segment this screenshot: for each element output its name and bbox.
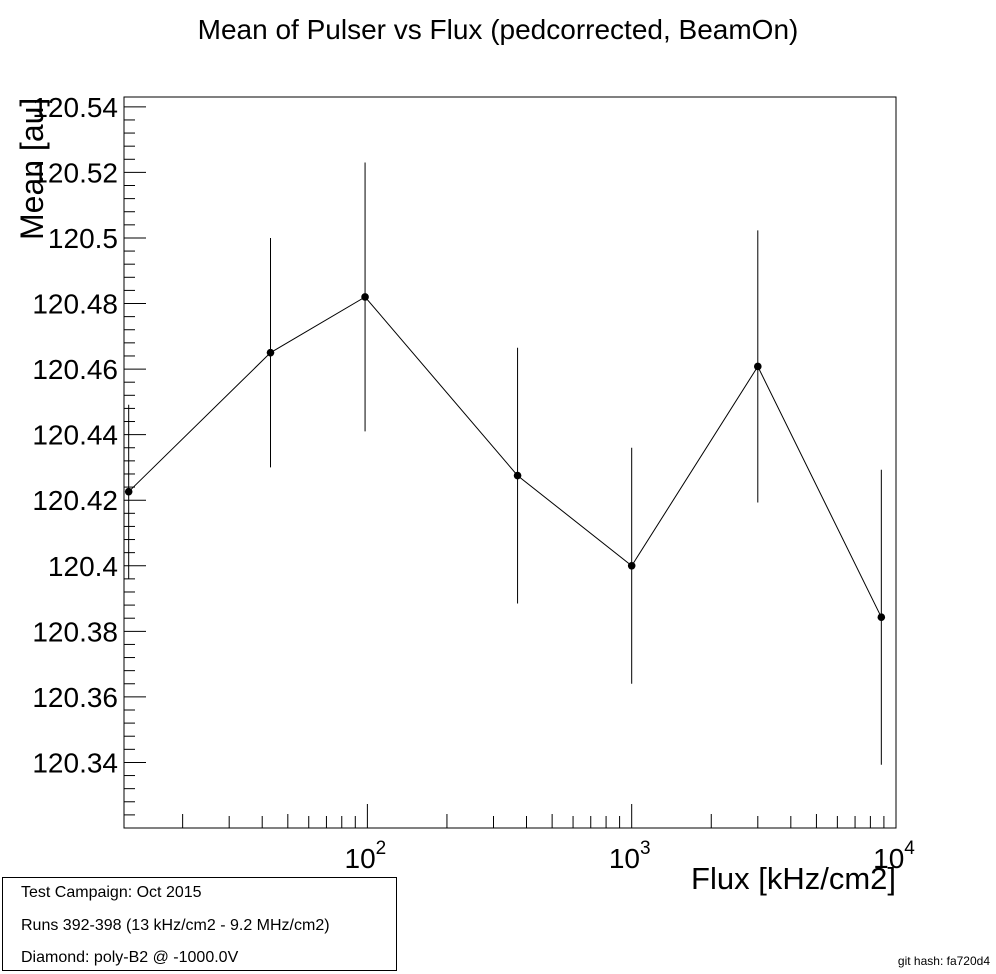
y-axis-label: Mean [au] [14,97,50,240]
y-tick-label: 120.4 [48,551,118,582]
runs-text: Runs 392-398 (13 kHz/cm2 - 9.2 MHz/cm2) [21,917,330,934]
data-point [124,487,133,496]
x-tick-label: 104 [873,838,915,874]
data-point [877,613,886,622]
x-tick-label: 102 [345,838,387,874]
y-tick-label: 120.44 [32,420,118,451]
y-tick-label: 120.54 [32,92,118,123]
y-tick-label: 120.34 [32,747,118,778]
y-tick-label: 120.42 [32,485,118,516]
git-hash: git hash: fa720d4 [897,954,990,968]
y-tick-label: 120.5 [48,223,118,254]
y-axis-ticks: 120.34 120.36 120.38 120.4 120.42 120.44 120.4… [32,92,146,829]
y-tick-label: 120.36 [32,682,118,713]
data-point [627,561,636,570]
y-tick-label: 120.52 [32,157,118,188]
info-box: Test Campaign: Oct 2015 Runs 392-398 (13… [2,877,397,971]
diamond-text: Diamond: poly-B2 @ -1000.0V [21,949,239,966]
plot-axes [123,96,897,829]
chart-title: Mean of Pulser vs Flux (pedcorrected, Be… [197,14,799,45]
x-tick-label: 103 [609,838,651,874]
data-point [513,471,522,480]
campaign-text: Test Campaign: Oct 2015 [21,884,202,901]
y-tick-label: 120.46 [32,354,118,385]
data-series [124,162,886,765]
plot-frame [123,96,897,829]
data-point [266,348,275,357]
data-point [753,362,762,371]
data-point [361,293,369,301]
x-axis-ticks: 102 103 104 [182,804,915,874]
x-axis-label: Flux [kHz/cm2] [691,861,896,896]
y-tick-label: 120.48 [32,289,118,320]
series-line [128,296,882,618]
y-tick-label: 120.38 [32,616,118,647]
